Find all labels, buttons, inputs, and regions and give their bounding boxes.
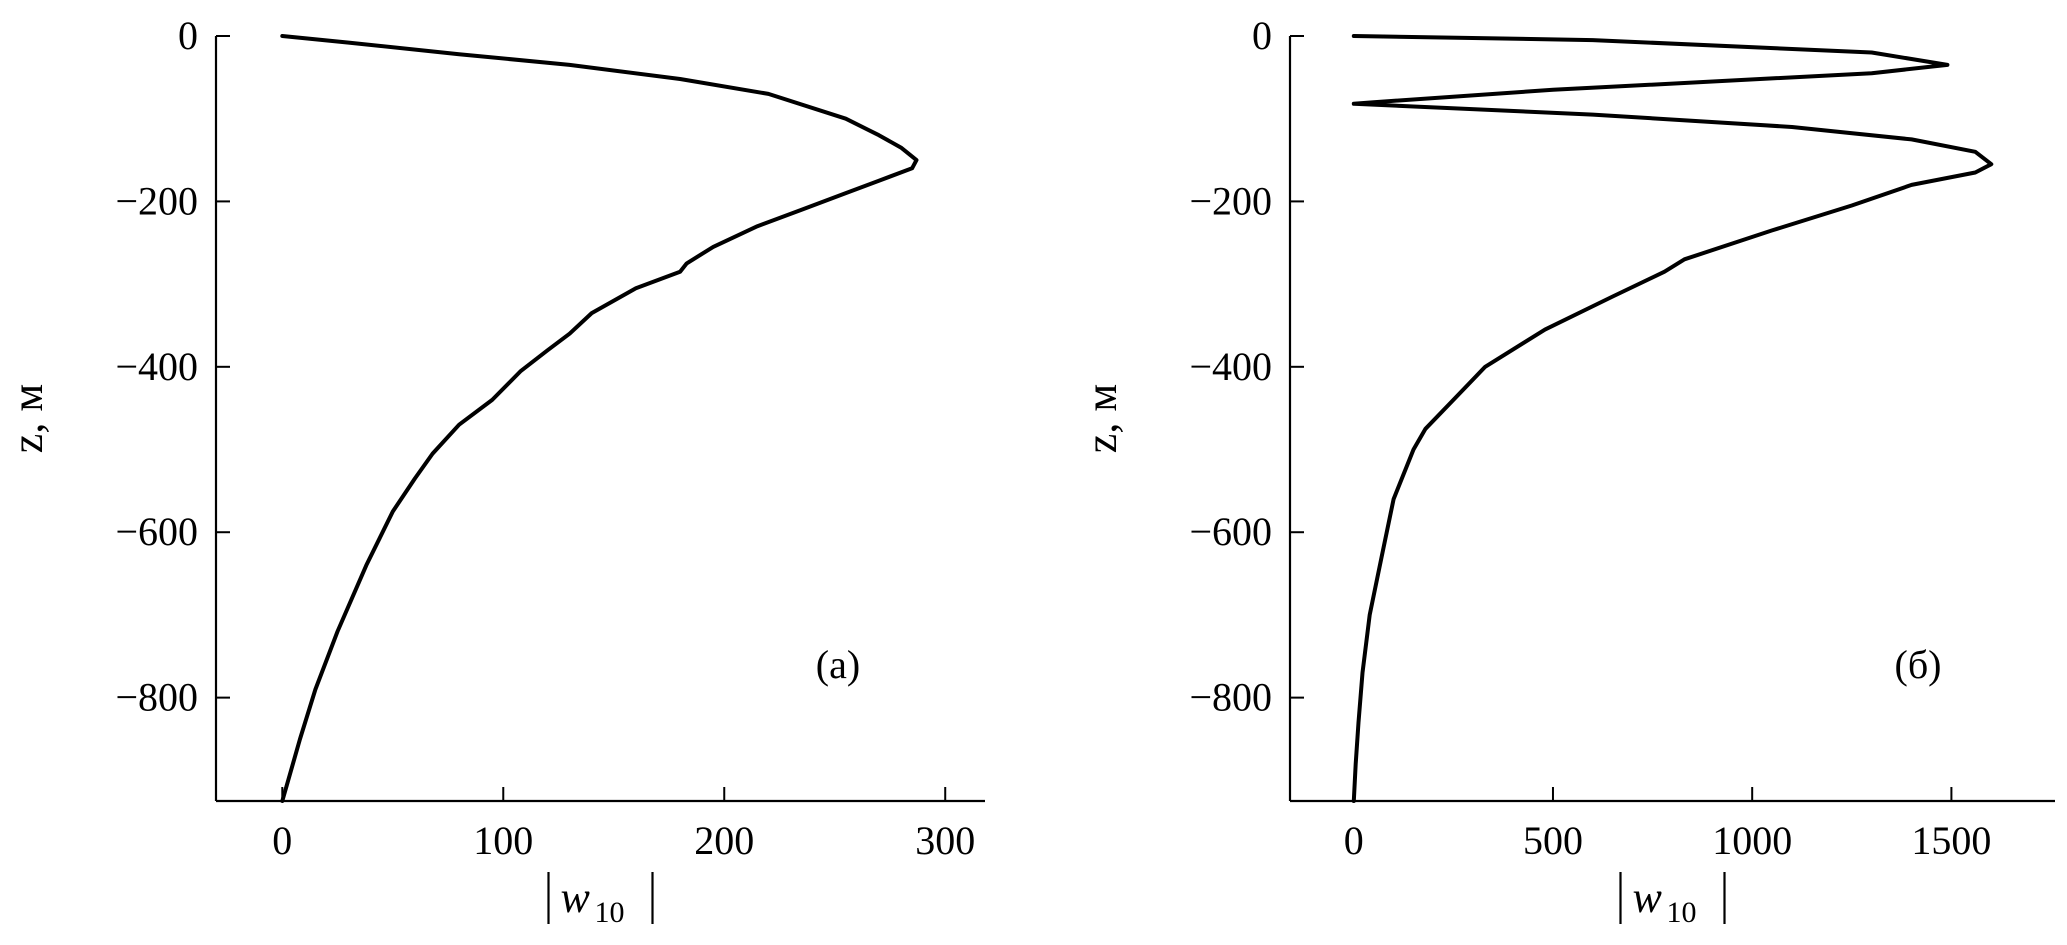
x-tick-label: 0: [1344, 818, 1364, 863]
x-tick-label: 500: [1523, 818, 1583, 863]
x-axis-label: w 10: [1619, 872, 1726, 929]
y-tick-label: 0: [1252, 13, 1272, 58]
series-line: [280, 34, 919, 803]
x-axis-label-var: w: [1633, 873, 1663, 922]
panel-2: 0 −200 −400 −600 −800 0 500 1000 1500 z, м w 10 (б): [1077, 13, 2055, 929]
panel-1: 0 −200 −400 −600 −800 0 100 200 300 z, м w 10 (a): [3, 13, 985, 929]
series-line: [1351, 34, 1994, 803]
y-tick-label: −800: [115, 675, 198, 720]
panel-label: (б): [1895, 642, 1942, 687]
y-tick-label: −200: [1189, 178, 1272, 223]
y-tick-label: −200: [115, 178, 198, 223]
y-tick-label: −400: [115, 344, 198, 389]
x-tick-label: 1000: [1712, 818, 1792, 863]
x-tick-label: 1500: [1911, 818, 1991, 863]
y-axis-label: z, м: [3, 384, 52, 453]
x-tick-label: 300: [915, 818, 975, 863]
x-tick-label: 0: [272, 818, 292, 863]
y-tick-label: −600: [1189, 509, 1272, 554]
y-tick-label: −600: [115, 509, 198, 554]
x-tick-label: 100: [473, 818, 533, 863]
y-tick-label: 0: [178, 13, 198, 58]
x-axis-label-var: w: [561, 873, 591, 922]
y-axis-label: z, м: [1077, 384, 1126, 453]
x-tick-label: 200: [694, 818, 754, 863]
y-tick-label: −400: [1189, 344, 1272, 389]
x-axis-label-sub: 10: [1667, 896, 1697, 929]
y-tick-label: −800: [1189, 675, 1272, 720]
x-axis-label: w 10: [547, 872, 654, 929]
x-axis-label-sub: 10: [595, 896, 625, 929]
panel-label: (a): [816, 642, 860, 687]
